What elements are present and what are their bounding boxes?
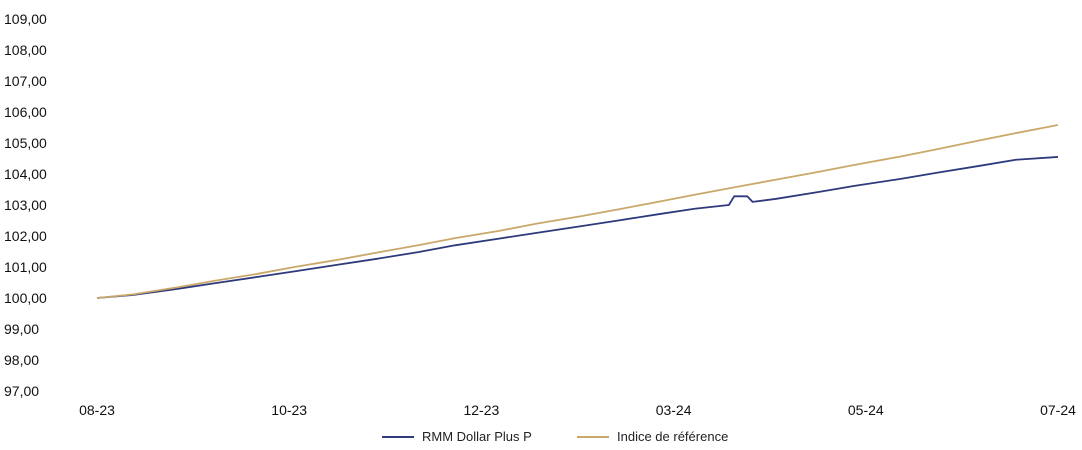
x-tick-label: 07-24 bbox=[1040, 402, 1076, 418]
y-tick-label: 98,00 bbox=[4, 352, 39, 368]
y-tick-label: 106,00 bbox=[4, 104, 47, 120]
y-tick-label: 105,00 bbox=[4, 135, 47, 151]
y-tick-label: 97,00 bbox=[4, 383, 39, 399]
legend-label: RMM Dollar Plus P bbox=[422, 429, 532, 444]
y-tick-label: 99,00 bbox=[4, 321, 39, 337]
y-tick-label: 100,00 bbox=[4, 290, 47, 306]
x-tick-label: 03-24 bbox=[656, 402, 692, 418]
x-tick-label: 12-23 bbox=[463, 402, 499, 418]
x-tick-label: 10-23 bbox=[271, 402, 307, 418]
legend-item: Indice de référence bbox=[577, 429, 728, 444]
axis-layer: 97,00 98,00 99,00 100,00 101,00 102,00 103,00 1… bbox=[4, 11, 1076, 418]
series-layer bbox=[96, 124, 1059, 299]
y-tick-label: 109,00 bbox=[4, 11, 47, 27]
series-line-2 bbox=[96, 124, 1059, 299]
y-tick-label: 102,00 bbox=[4, 228, 47, 244]
series-line-1 bbox=[96, 156, 1059, 299]
legend: RMM Dollar Plus P Indice de référence bbox=[382, 429, 728, 444]
y-tick-label: 101,00 bbox=[4, 259, 47, 275]
y-tick-label: 107,00 bbox=[4, 73, 47, 89]
y-tick-label: 103,00 bbox=[4, 197, 47, 213]
y-tick-label: 108,00 bbox=[4, 42, 47, 58]
x-tick-label: 08-23 bbox=[79, 402, 115, 418]
legend-item: RMM Dollar Plus P bbox=[382, 429, 532, 444]
legend-label: Indice de référence bbox=[617, 429, 728, 444]
x-tick-label: 05-24 bbox=[848, 402, 884, 418]
y-tick-label: 104,00 bbox=[4, 166, 47, 182]
